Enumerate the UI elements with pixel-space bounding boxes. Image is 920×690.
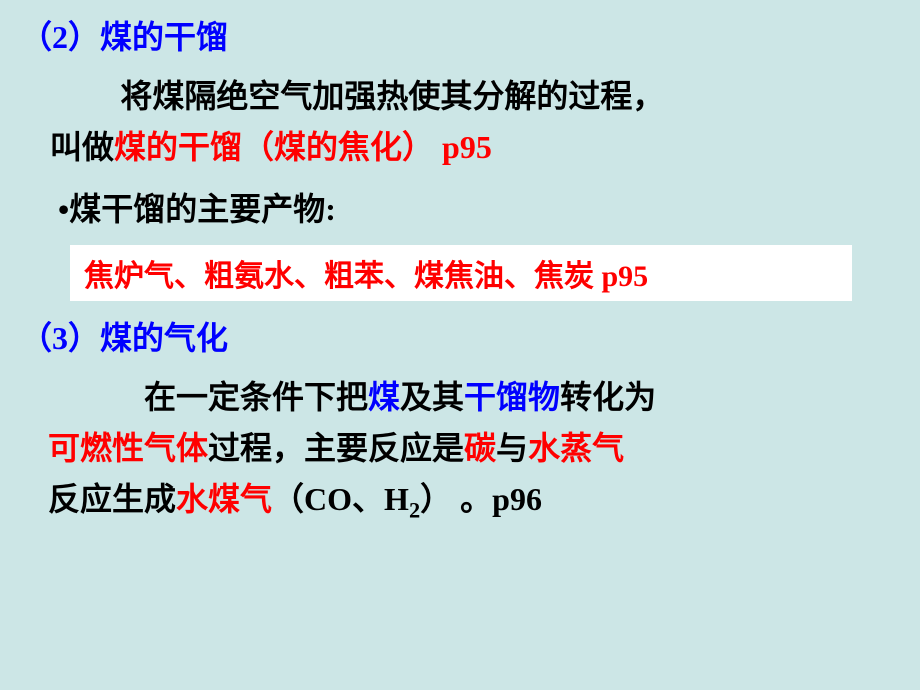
highlighted-term: 干馏物 <box>464 379 560 415</box>
products-text: 焦炉气、粗氨水、粗苯、煤焦油、焦炭 p95 <box>84 260 648 293</box>
text-content: 与 <box>496 430 528 466</box>
text-content: 过程，主要反应是 <box>208 430 464 466</box>
section-2-body-line1: 将煤隔绝空气加强热使其分解的过程， <box>20 71 900 122</box>
section-2-number: （2） <box>20 19 100 55</box>
highlighted-term: 碳 <box>464 430 496 466</box>
text-content: 将煤隔绝空气加强热使其分解的过程， <box>120 78 664 114</box>
highlighted-term: 水煤气 <box>176 481 272 517</box>
bullet-text: 煤干馏的主要产物: <box>69 191 336 227</box>
text-content: ） 。p96 <box>420 481 542 517</box>
highlighted-term: 水蒸气 <box>528 430 624 466</box>
text-content: 及其 <box>400 379 464 415</box>
section-3-title: 煤的气化 <box>100 320 228 356</box>
text-content: 反应生成 <box>48 481 176 517</box>
text-content: 转化为 <box>560 379 656 415</box>
highlighted-term: 煤的干馏（煤的焦化） p95 <box>114 129 492 165</box>
section-3-body-line2: 可燃性气体过程，主要反应是碳与水蒸气 <box>20 423 900 474</box>
subscript: 2 <box>409 498 420 523</box>
bullet-item: •煤干馏的主要产物: <box>20 184 900 235</box>
text-content: 叫做 <box>50 129 114 165</box>
products-list-box: 焦炉气、粗氨水、粗苯、煤焦油、焦炭 p95 <box>70 245 852 301</box>
section-3-number: （3） <box>20 320 100 356</box>
highlighted-term: 煤 <box>368 379 400 415</box>
section-2-body-line2: 叫做煤的干馏（煤的焦化） p95 <box>20 122 900 173</box>
section-3-body-line3: 反应生成水煤气（CO、H2） 。p96 <box>20 474 900 528</box>
section-3-heading: （3）煤的气化 <box>20 313 900 364</box>
text-content: （CO、H <box>272 481 409 517</box>
text-content: 在一定条件下把 <box>144 379 368 415</box>
bullet-marker: • <box>58 191 69 227</box>
section-3-body-line1: 在一定条件下把煤及其干馏物转化为 <box>20 372 900 423</box>
section-2-title: 煤的干馏 <box>100 19 228 55</box>
section-2-heading: （2）煤的干馏 <box>20 12 900 63</box>
highlighted-term: 可燃性气体 <box>48 430 208 466</box>
